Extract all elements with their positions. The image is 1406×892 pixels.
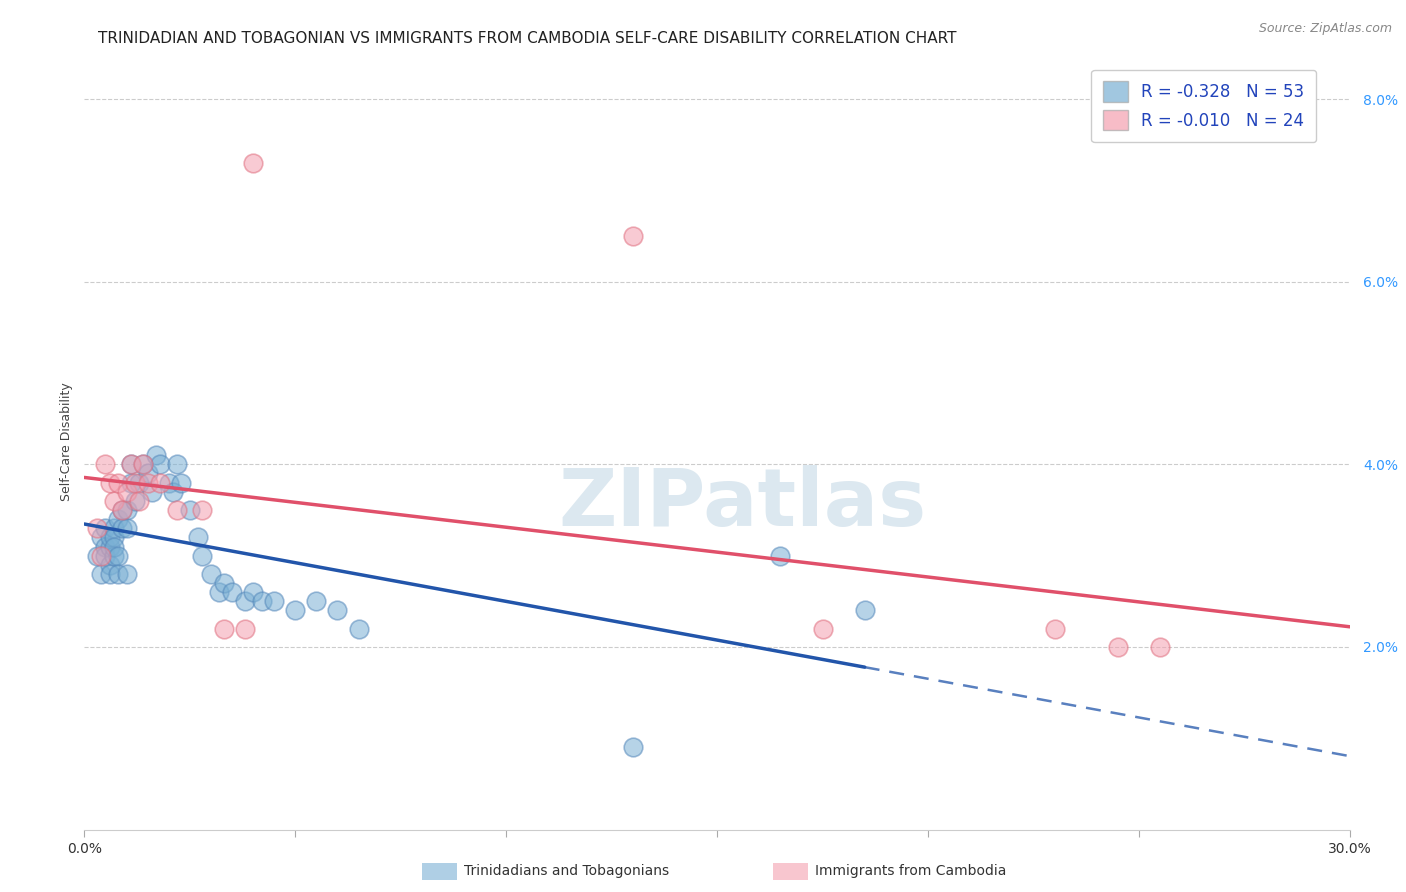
Point (233, 594, 256, 608)
Point (250, 594, 273, 608)
Point (141, 484, 163, 499)
Point (86, 549, 108, 563)
Point (107, 549, 129, 563)
Point (242, 585, 264, 599)
Point (221, 585, 243, 599)
Point (149, 475, 172, 490)
Point (115, 503, 138, 517)
Point (107, 512, 129, 526)
Point (347, 622, 370, 636)
Point (94, 540, 117, 554)
Point (94, 549, 117, 563)
Point (90, 530, 112, 544)
Point (120, 475, 142, 490)
Point (305, 594, 328, 608)
Point (621, 229, 644, 244)
Point (166, 458, 188, 472)
Point (124, 494, 146, 508)
Point (128, 475, 150, 490)
Point (1149, 640, 1171, 654)
Point (191, 503, 214, 517)
Point (107, 566, 129, 581)
Point (853, 603, 876, 617)
Point (187, 530, 209, 544)
Point (98, 530, 121, 544)
Point (162, 484, 184, 499)
Point (103, 530, 125, 544)
Point (179, 503, 201, 517)
Point (128, 494, 150, 508)
Point (621, 740, 644, 755)
Point (90, 566, 112, 581)
Point (98, 475, 121, 490)
Point (208, 585, 231, 599)
Point (90, 549, 112, 563)
Point (212, 622, 235, 636)
Point (145, 448, 167, 462)
Point (242, 156, 264, 170)
Text: Immigrants from Cambodia: Immigrants from Cambodia (815, 864, 1007, 879)
Point (86, 521, 108, 535)
Point (263, 594, 285, 608)
Point (212, 576, 235, 591)
Text: TRINIDADIAN AND TOBAGONIAN VS IMMIGRANTS FROM CAMBODIA SELF-CARE DISABILITY CORR: TRINIDADIAN AND TOBAGONIAN VS IMMIGRANTS… (98, 31, 957, 46)
Point (94, 458, 117, 472)
Point (166, 503, 188, 517)
Point (98, 540, 121, 554)
Point (200, 566, 222, 581)
Point (149, 458, 172, 472)
Legend: R = -0.328   N = 53, R = -0.010   N = 24: R = -0.328 N = 53, R = -0.010 N = 24 (1091, 70, 1316, 142)
Point (98, 566, 121, 581)
Point (111, 503, 134, 517)
Point (107, 475, 129, 490)
Point (103, 549, 125, 563)
Point (157, 475, 180, 490)
Point (170, 475, 193, 490)
Point (111, 503, 134, 517)
Point (1107, 640, 1129, 654)
Point (103, 521, 125, 535)
Point (103, 540, 125, 554)
Point (120, 458, 142, 472)
Point (136, 475, 159, 490)
Point (284, 603, 307, 617)
Point (115, 484, 138, 499)
Point (136, 467, 159, 481)
Point (94, 521, 117, 535)
Y-axis label: Self-Care Disability: Self-Care Disability (60, 382, 73, 501)
Point (111, 521, 134, 535)
Text: ZIPatlas: ZIPatlas (558, 465, 927, 542)
Point (120, 458, 142, 472)
Point (124, 475, 146, 490)
Point (115, 521, 138, 535)
Point (132, 458, 155, 472)
Text: Trinidadians and Tobagonians: Trinidadians and Tobagonians (464, 864, 669, 879)
Point (769, 549, 792, 563)
Point (1043, 622, 1066, 636)
Point (233, 622, 256, 636)
Point (326, 603, 349, 617)
Point (132, 458, 155, 472)
Text: Source: ZipAtlas.com: Source: ZipAtlas.com (1258, 22, 1392, 36)
Point (115, 566, 138, 581)
Point (103, 494, 125, 508)
Point (811, 622, 834, 636)
Point (98, 558, 121, 572)
Point (191, 549, 214, 563)
